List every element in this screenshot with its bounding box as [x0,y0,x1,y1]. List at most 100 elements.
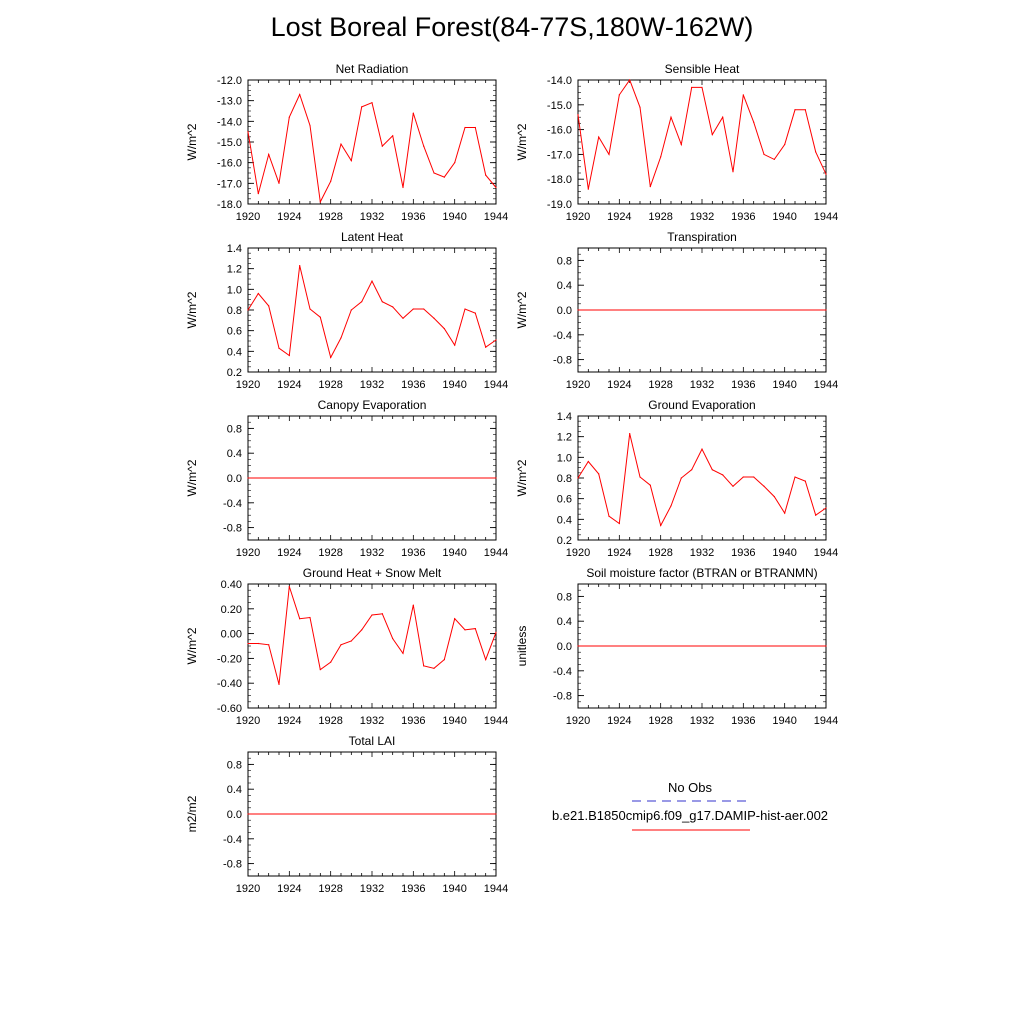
data-point [361,629,363,631]
data-point [639,106,641,108]
x-tick-label: 1924 [277,211,301,223]
panel-title: Ground Heat + Snow Melt [303,566,442,580]
data-point [701,86,703,89]
data-point [423,665,425,667]
data-point [361,106,363,108]
y-axis-label: W/m^2 [185,459,199,496]
plot-frame [247,247,497,373]
data-point [268,153,270,155]
x-tick-label: 1924 [607,211,631,223]
x-tick-label: 1924 [607,715,631,727]
x-tick-label: 1944 [484,547,508,559]
data-point [371,280,373,282]
y-tick-label: 0.0 [557,641,572,653]
data-point [371,102,373,104]
y-tick-label: 0.4 [227,448,242,460]
x-tick-label: 1944 [814,211,838,223]
y-tick-label: 1.2 [557,432,572,444]
panel-title: Ground Evaporation [648,398,755,412]
x-tick-label: 1932 [360,883,384,895]
panel-title: Total LAI [349,734,396,748]
data-point [247,131,249,133]
data-point [815,514,817,516]
series-line [577,78,827,190]
data-point [309,308,311,310]
data-point [278,347,280,349]
y-tick-label: -0.40 [217,678,242,690]
data-point [794,109,796,111]
x-tick-label: 1940 [442,379,466,391]
data-point [319,201,321,203]
x-tick-label: 1932 [360,379,384,391]
y-tick-label: -18.0 [217,199,242,211]
data-point [340,337,342,339]
y-tick-label: -0.8 [223,523,242,535]
data-point [784,143,786,146]
y-tick-label: -0.20 [217,653,242,665]
y-tick-label: 0.0 [557,305,572,317]
data-point [350,160,352,162]
x-tick-label: 1940 [442,547,466,559]
x-tick-label: 1928 [648,547,672,559]
y-tick-label: 0.20 [221,604,242,616]
data-point [825,173,827,175]
panel-5: Ground Evaporation 1920 1924 1928 1932 1936 19… [515,398,838,559]
series-line [248,586,497,685]
data-point [495,477,497,479]
y-tick-label: 0.8 [557,255,572,267]
x-tick-label: 1936 [401,211,425,223]
data-point [495,631,497,633]
data-point [433,667,435,669]
x-tick-label: 1936 [731,715,755,727]
y-tick-label: 0.8 [227,305,242,317]
data-point [587,460,589,463]
y-tick-label: 0.8 [227,759,242,771]
x-tick-label: 1932 [690,379,714,391]
y-axis-label: W/m^2 [515,123,529,160]
y-tick-label: 0.40 [221,579,242,591]
data-point [485,346,487,348]
data-point [577,114,579,116]
y-tick-label: 0.6 [227,326,242,338]
panel-0: Net Radiation 1920 1924 1928 1932 1936 1940 194… [185,62,508,223]
data-point [474,312,476,314]
data-point [340,644,342,646]
x-tick-label: 1924 [277,715,301,727]
data-point [443,659,445,661]
data-point [742,94,744,96]
data-point [577,309,579,311]
data-point [381,613,383,615]
y-tick-label: 0.4 [557,514,572,526]
x-tick-label: 1940 [442,211,466,223]
data-point [257,193,259,195]
data-point [629,432,631,435]
x-tick-label: 1932 [690,211,714,223]
y-tick-label: 0.4 [557,280,572,292]
data-point [722,474,724,476]
data-point [402,186,404,189]
panel-4: Canopy Evaporation 1920 1924 1928 1932 1936 19… [185,398,508,559]
data-point [319,668,321,671]
y-tick-label: -0.60 [217,703,242,715]
data-point [412,112,414,114]
x-tick-label: 1920 [566,379,590,391]
x-tick-label: 1936 [401,379,425,391]
data-point [701,448,703,450]
data-point [680,143,682,146]
y-tick-label: 0.2 [227,367,242,379]
data-point [825,507,827,509]
x-tick-label: 1944 [484,715,508,727]
data-point [330,356,332,359]
x-tick-label: 1920 [566,547,590,559]
data-point [319,316,321,318]
data-point [773,158,775,160]
data-point [763,485,765,487]
data-point [639,476,641,478]
panel-title: Canopy Evaporation [318,398,427,412]
data-point [433,317,435,319]
data-point [711,133,713,136]
x-tick-label: 1928 [318,211,342,223]
y-tick-label: 0.4 [227,346,242,358]
data-point [485,174,487,176]
data-point [443,176,445,178]
